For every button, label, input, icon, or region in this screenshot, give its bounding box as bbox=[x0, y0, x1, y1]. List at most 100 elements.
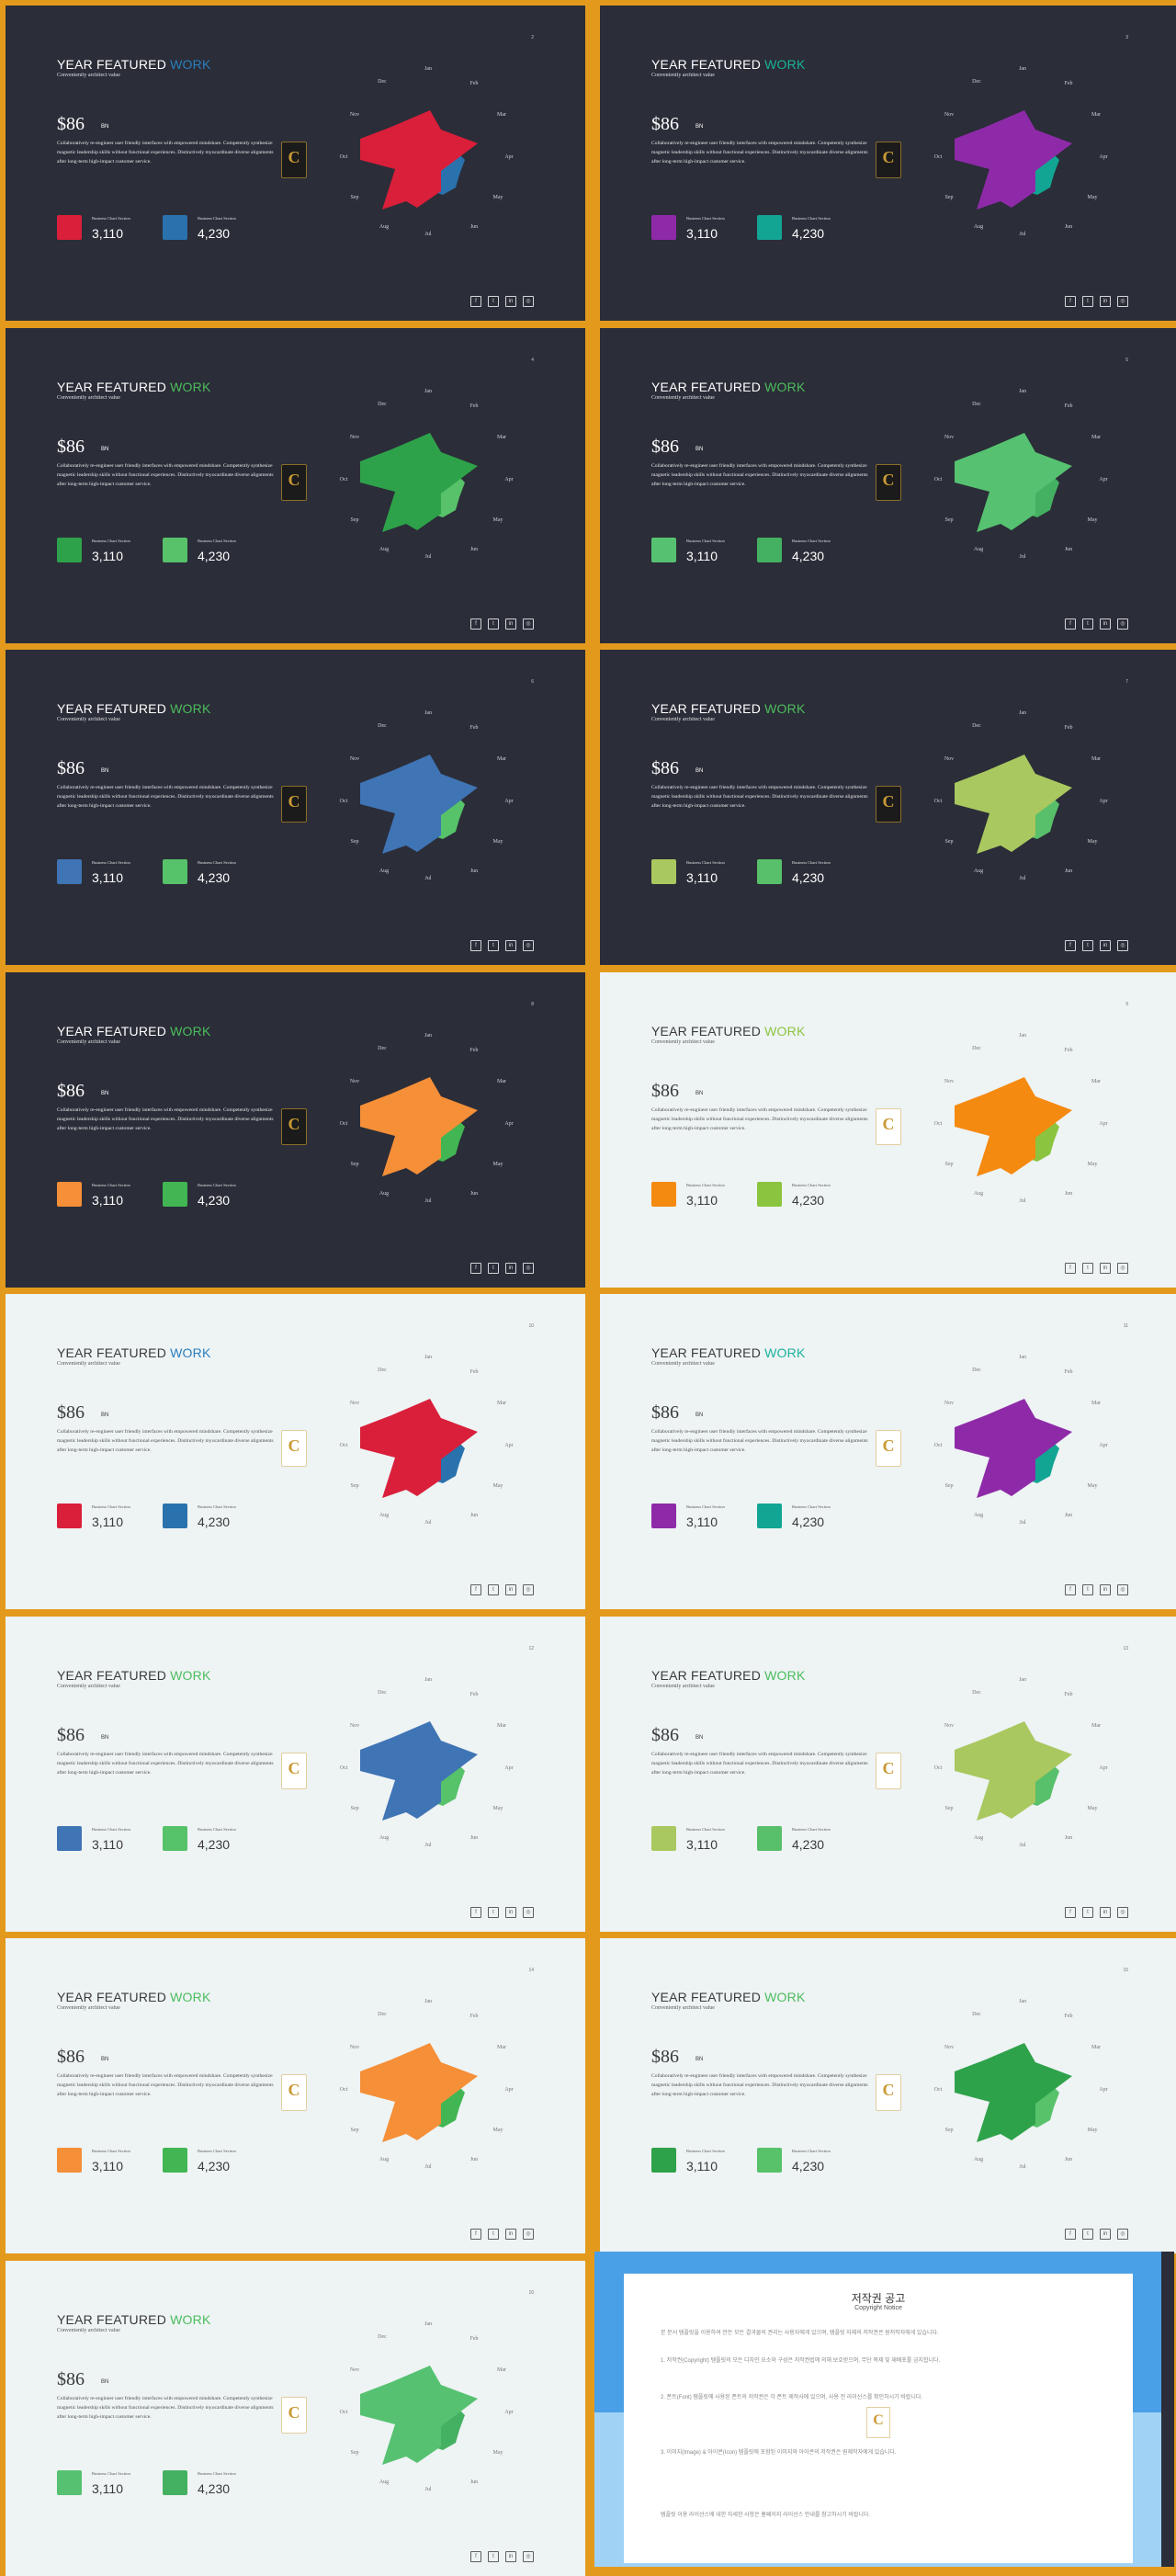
slide-15[interactable]: YEAR FEATURED WORK Conveniently architect… bbox=[600, 1938, 1176, 2253]
instagram-icon[interactable]: ◎ bbox=[523, 1906, 534, 1918]
twitter-icon[interactable]: t bbox=[488, 618, 499, 630]
radar-chart: Jan Feb Mar Apr May Jun Jul Aug Sep Oct Nov Dec bbox=[340, 1677, 514, 1848]
radar-series-primary bbox=[360, 432, 478, 532]
twitter-icon[interactable]: t bbox=[488, 1906, 499, 1918]
slide-4[interactable]: YEAR FEATURED WORK Conveniently architect… bbox=[6, 327, 585, 643]
twitter-icon[interactable]: t bbox=[1082, 1906, 1093, 1918]
linkedin-icon[interactable]: in bbox=[505, 1584, 516, 1595]
linkedin-icon[interactable]: in bbox=[505, 1906, 516, 1918]
twitter-icon[interactable]: t bbox=[488, 296, 499, 307]
linkedin-icon[interactable]: in bbox=[1100, 1584, 1111, 1595]
logo-badge: C bbox=[281, 2396, 307, 2434]
facebook-icon[interactable]: f bbox=[1065, 1906, 1076, 1918]
instagram-icon[interactable]: ◎ bbox=[523, 1584, 534, 1595]
month-label-apr: Apr bbox=[1099, 1443, 1107, 1448]
linkedin-icon[interactable]: in bbox=[1100, 1906, 1111, 1918]
legend-swatch-primary bbox=[651, 859, 676, 884]
instagram-icon[interactable]: ◎ bbox=[523, 296, 534, 307]
twitter-icon[interactable]: t bbox=[1082, 1584, 1093, 1595]
facebook-icon[interactable]: f bbox=[1065, 2229, 1076, 2240]
facebook-icon[interactable]: f bbox=[1065, 1584, 1076, 1595]
facebook-icon[interactable]: f bbox=[470, 296, 481, 307]
twitter-icon[interactable]: t bbox=[1082, 1262, 1093, 1274]
slide-14[interactable]: YEAR FEATURED WORK Conveniently architect… bbox=[6, 1938, 585, 2253]
linkedin-icon[interactable]: in bbox=[505, 618, 516, 630]
facebook-icon[interactable]: f bbox=[470, 1584, 481, 1595]
facebook-icon[interactable]: f bbox=[470, 2229, 481, 2240]
twitter-icon[interactable]: t bbox=[488, 2229, 499, 2240]
slide-12[interactable]: YEAR FEATURED WORK Conveniently architect… bbox=[6, 1616, 585, 1932]
slide-2[interactable]: YEAR FEATURED WORK Conveniently architect… bbox=[6, 6, 585, 321]
facebook-icon[interactable]: f bbox=[470, 2550, 481, 2562]
logo-letter: C bbox=[288, 1114, 300, 1133]
instagram-icon[interactable]: ◎ bbox=[1117, 1262, 1128, 1274]
facebook-icon[interactable]: f bbox=[470, 1262, 481, 1274]
facebook-icon[interactable]: f bbox=[470, 940, 481, 951]
slide-3[interactable]: YEAR FEATURED WORK Conveniently architect… bbox=[600, 6, 1176, 321]
legend-swatch-primary bbox=[57, 1825, 82, 1851]
logo-badge: C bbox=[876, 463, 901, 501]
twitter-icon[interactable]: t bbox=[1082, 296, 1093, 307]
twitter-icon[interactable]: t bbox=[1082, 618, 1093, 630]
slide-8[interactable]: YEAR FEATURED WORK Conveniently architect… bbox=[6, 971, 585, 1288]
instagram-icon[interactable]: ◎ bbox=[523, 1262, 534, 1274]
page-number: 16 bbox=[528, 2289, 534, 2296]
facebook-icon[interactable]: f bbox=[1065, 1262, 1076, 1274]
slide-13[interactable]: YEAR FEATURED WORK Conveniently architect… bbox=[600, 1616, 1176, 1932]
linkedin-icon[interactable]: in bbox=[505, 2229, 516, 2240]
logo-badge: C bbox=[281, 2074, 307, 2111]
linkedin-icon[interactable]: in bbox=[1100, 940, 1111, 951]
twitter-icon[interactable]: t bbox=[488, 1262, 499, 1274]
facebook-icon[interactable]: f bbox=[470, 618, 481, 630]
twitter-icon[interactable]: t bbox=[1082, 940, 1093, 951]
social-icons: f t in ◎ bbox=[1058, 290, 1128, 307]
month-label-jan: Jan bbox=[424, 1033, 432, 1038]
month-label-mar: Mar bbox=[1091, 1723, 1101, 1729]
twitter-icon[interactable]: t bbox=[1082, 2229, 1093, 2240]
linkedin-icon[interactable]: in bbox=[1100, 2229, 1111, 2240]
linkedin-icon[interactable]: in bbox=[1100, 296, 1111, 307]
social-icons: f t in ◎ bbox=[464, 613, 534, 630]
instagram-icon[interactable]: ◎ bbox=[1117, 940, 1128, 951]
slide-6[interactable]: YEAR FEATURED WORK Conveniently architect… bbox=[6, 650, 585, 965]
social-icons: f t in ◎ bbox=[464, 935, 534, 951]
copyright-slide[interactable]: 저작권 공고 Copyright Notice 본 문서 템플릿을 이용하여 만… bbox=[594, 2252, 1174, 2567]
month-label-feb: Feb bbox=[1065, 403, 1073, 409]
instagram-icon[interactable]: ◎ bbox=[523, 618, 534, 630]
slide-10[interactable]: YEAR FEATURED WORK Conveniently architect… bbox=[6, 1294, 585, 1609]
month-label-feb: Feb bbox=[1065, 725, 1073, 731]
facebook-icon[interactable]: f bbox=[470, 1906, 481, 1918]
twitter-icon[interactable]: t bbox=[488, 1584, 499, 1595]
slide-5[interactable]: YEAR FEATURED WORK Conveniently architect… bbox=[600, 327, 1176, 643]
linkedin-icon[interactable]: in bbox=[505, 296, 516, 307]
linkedin-icon[interactable]: in bbox=[505, 2550, 516, 2562]
month-label-mar: Mar bbox=[1091, 1079, 1101, 1084]
instagram-icon[interactable]: ◎ bbox=[523, 2550, 534, 2562]
linkedin-icon[interactable]: in bbox=[505, 940, 516, 951]
logo-letter: C bbox=[882, 470, 895, 489]
instagram-icon[interactable]: ◎ bbox=[1117, 618, 1128, 630]
twitter-icon[interactable]: t bbox=[488, 940, 499, 951]
facebook-icon[interactable]: f bbox=[1065, 296, 1076, 307]
linkedin-icon[interactable]: in bbox=[1100, 1262, 1111, 1274]
radar-series-primary bbox=[955, 1076, 1072, 1176]
facebook-icon[interactable]: f bbox=[1065, 940, 1076, 951]
twitter-icon[interactable]: t bbox=[488, 2550, 499, 2562]
instagram-icon[interactable]: ◎ bbox=[523, 940, 534, 951]
slide-11[interactable]: YEAR FEATURED WORK Conveniently architect… bbox=[600, 1294, 1176, 1609]
slide-9[interactable]: YEAR FEATURED WORK Conveniently architect… bbox=[600, 971, 1176, 1288]
instagram-icon[interactable]: ◎ bbox=[1117, 1906, 1128, 1918]
copyright-paragraph-2: 2. 폰트(Font) 템플릿에 사용된 폰트의 저작권은 각 폰트 제작사에 … bbox=[661, 2395, 923, 2400]
facebook-icon[interactable]: f bbox=[1065, 618, 1076, 630]
title-accent: WORK bbox=[170, 2311, 211, 2327]
instagram-icon[interactable]: ◎ bbox=[523, 2229, 534, 2240]
slide-16[interactable]: YEAR FEATURED WORK Conveniently architect… bbox=[6, 2260, 585, 2576]
slide-7[interactable]: YEAR FEATURED WORK Conveniently architect… bbox=[600, 650, 1176, 965]
instagram-icon[interactable]: ◎ bbox=[1117, 2229, 1128, 2240]
legend-swatch-secondary bbox=[757, 537, 782, 562]
linkedin-icon[interactable]: in bbox=[505, 1262, 516, 1274]
instagram-icon[interactable]: ◎ bbox=[1117, 1584, 1128, 1595]
instagram-icon[interactable]: ◎ bbox=[1117, 296, 1128, 307]
linkedin-icon[interactable]: in bbox=[1100, 618, 1111, 630]
legend-swatch-primary bbox=[651, 2148, 676, 2173]
